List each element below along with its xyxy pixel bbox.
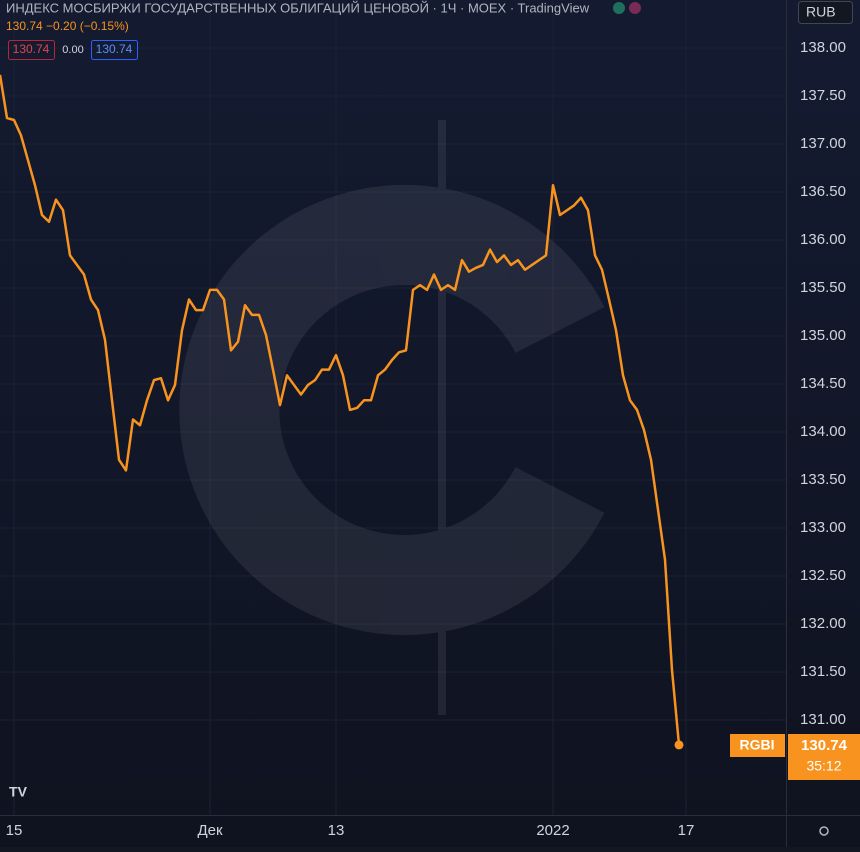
last-point: [674, 740, 684, 750]
y-tick-label: 135.00: [800, 327, 846, 344]
y-tick-label: 131.50: [800, 663, 846, 680]
plot: [0, 74, 684, 750]
currency-button[interactable]: [798, 1, 853, 24]
price-line: [0, 74, 681, 746]
settings-icon[interactable]: [819, 826, 829, 836]
currency[interactable]: RUB: [806, 4, 836, 20]
watermark-bar: [438, 120, 446, 715]
symbol-label: RGBI: [740, 737, 775, 753]
watermark: [179, 120, 605, 715]
symbol-box: [730, 734, 785, 757]
status-icon: [629, 2, 641, 14]
countdown: 35:12: [806, 758, 841, 774]
y-tick-label: 132.50: [800, 567, 846, 584]
indicator-box: [91, 40, 138, 60]
indicator-value: 130.74: [13, 42, 50, 56]
x-tick-label: Дек: [197, 822, 223, 839]
x-tick-label: 15: [6, 822, 23, 839]
y-tick-label: 136.00: [800, 231, 846, 248]
price-box: [788, 734, 860, 780]
last-price: 130.74: [801, 737, 848, 754]
y-tick-label: 134.00: [800, 423, 846, 440]
y-tick-label: 135.50: [800, 279, 846, 296]
change-label: 130.74 −0.20 (−0.15%): [6, 19, 129, 33]
y-tick-label: 138.00: [800, 39, 846, 56]
indicator-value: 130.74: [96, 42, 133, 56]
grid: [0, 0, 786, 815]
y-tick-label: 134.50: [800, 375, 846, 392]
y-tick-label: 131.00: [800, 711, 846, 728]
watermark-logo: [179, 185, 605, 635]
y-tick-label: 136.50: [800, 183, 846, 200]
status-icon: [613, 2, 625, 14]
y-tick-label: 137.50: [800, 87, 846, 104]
x-tick-label: 17: [678, 822, 695, 839]
indicator-box: [8, 40, 55, 60]
y-tick-label: 133.00: [800, 519, 846, 536]
y-tick-label: 137.00: [800, 135, 846, 152]
chart-title: ИНДЕКС МОСБИРЖИ ГОСУДАРСТВЕННЫХ ОБЛИГАЦИ…: [6, 0, 590, 15]
x-tick-label: 13: [328, 822, 345, 839]
y-tick-label: 132.00: [800, 615, 846, 632]
y-tick-label: 133.50: [800, 471, 846, 488]
indicator-value: 0.00: [62, 44, 83, 56]
tv-logo[interactable]: TV: [9, 784, 28, 800]
x-tick-label: 2022: [536, 822, 569, 839]
